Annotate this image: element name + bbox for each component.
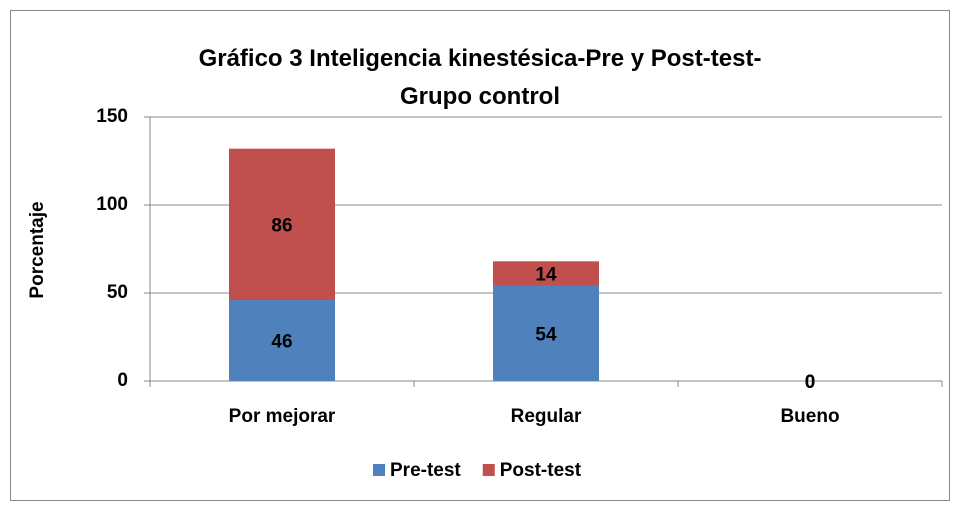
bar-segment: [493, 261, 599, 286]
x-tick-label: Por mejorar: [229, 406, 336, 427]
legend-label: Pre-test: [390, 460, 461, 481]
data-label: 46: [271, 332, 292, 353]
y-tick-label: 100: [96, 194, 128, 215]
legend-swatch: [482, 464, 495, 476]
chart-frame: [10, 10, 950, 501]
y-tick-label: 50: [107, 282, 128, 303]
x-tick-label: Bueno: [780, 406, 839, 427]
legend-swatch: [373, 464, 385, 476]
bar-segment: [229, 148, 335, 301]
data-label: 86: [271, 215, 292, 236]
bar-segment: [493, 285, 599, 381]
bar-segment: [229, 300, 335, 381]
data-label: 0: [805, 372, 816, 393]
data-label: 0: [805, 372, 816, 393]
y-tick-label: 0: [117, 370, 128, 391]
x-tick-label: Regular: [511, 406, 582, 427]
legend-label: Post-test: [500, 460, 582, 481]
chart-title: Gráfico 3 Inteligencia kinestésica-Pre y…: [198, 45, 762, 110]
y-tick-label: 150: [96, 106, 128, 127]
y-axis-label: Porcentaje: [27, 201, 48, 298]
data-label: 54: [535, 324, 557, 345]
data-label: 14: [535, 265, 557, 286]
